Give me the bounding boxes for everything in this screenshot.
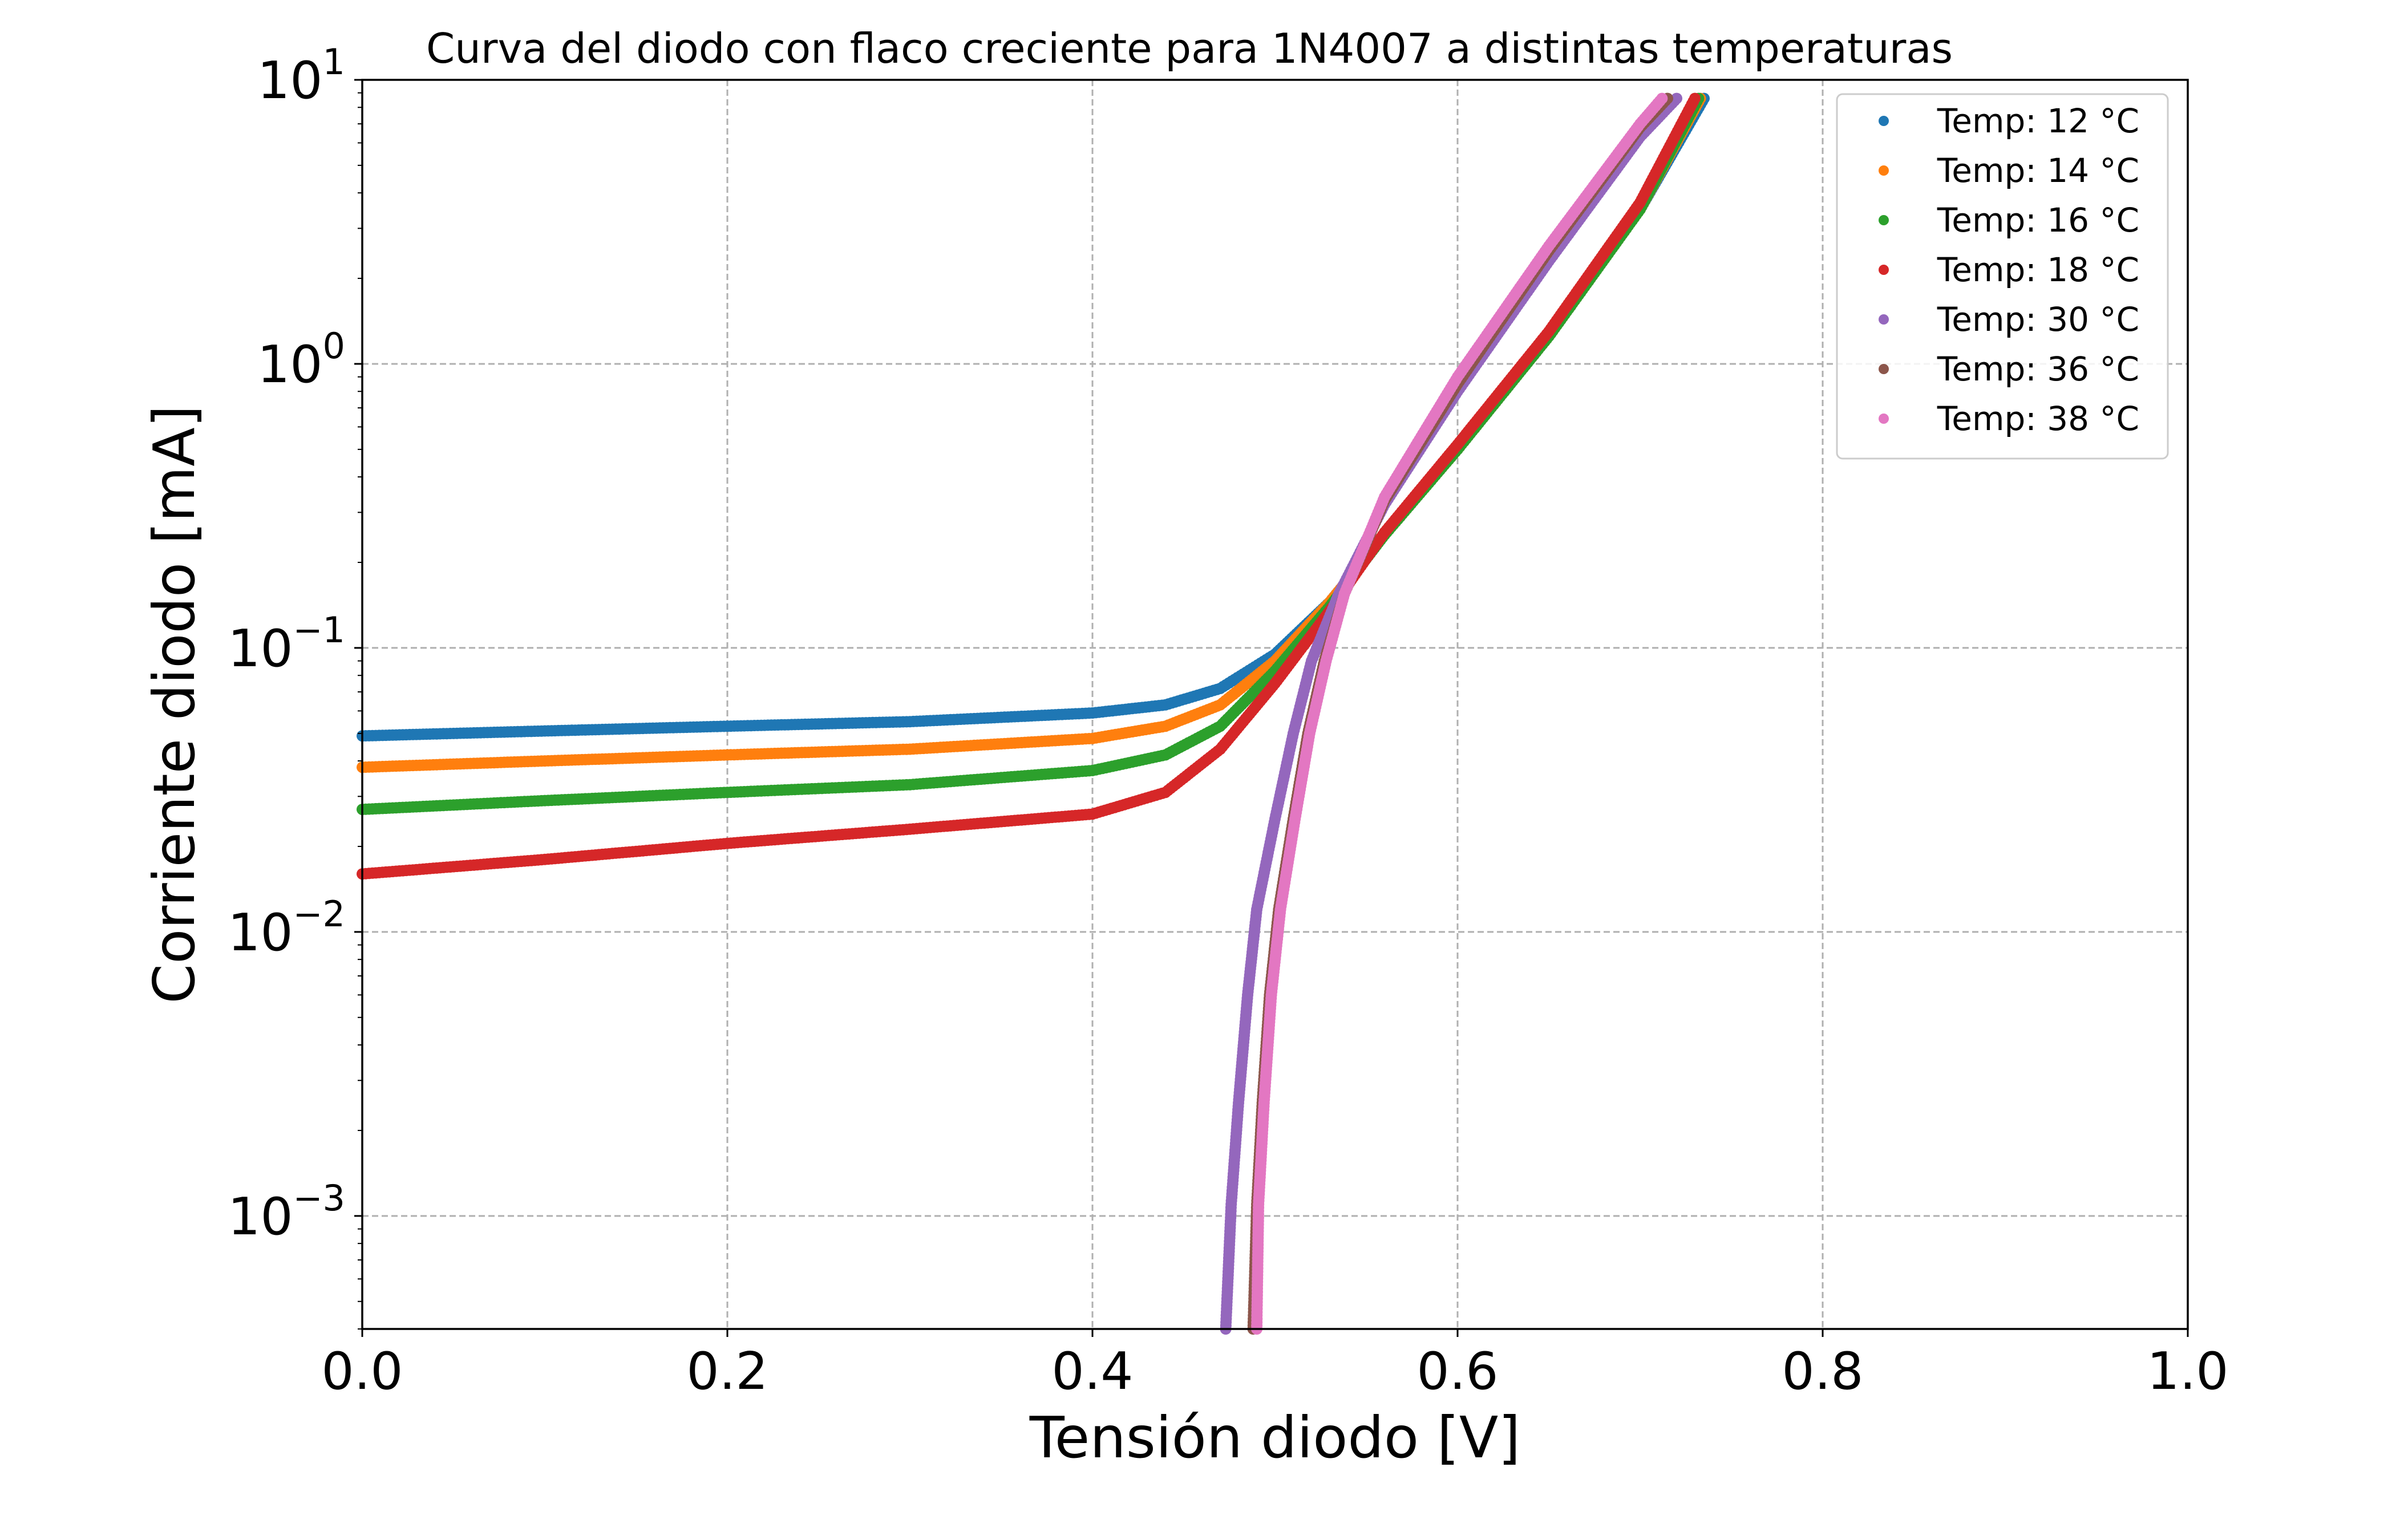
series-16c xyxy=(357,92,1705,816)
legend-marker xyxy=(1879,116,1889,126)
series-14c xyxy=(357,92,1706,773)
data-point xyxy=(1656,92,1668,104)
axis-ticks: 0.0 0.2 0.4 0.6 0.8 1.0 101 100 10−1 10−2 10−3 xyxy=(228,41,2229,1401)
legend-box xyxy=(1836,93,2169,460)
x-tick-label: 0.8 xyxy=(1782,1342,1863,1401)
y-axis-label: Corriente diodo [mA] xyxy=(141,405,208,1003)
series-18c xyxy=(357,92,1701,880)
y-tick-label: 10−1 xyxy=(228,609,345,679)
legend-marker xyxy=(1879,165,1889,176)
legend-label: Temp: 38 °C xyxy=(1937,399,2139,438)
chart-title: Curva del diodo con flaco creciente para… xyxy=(426,25,1953,72)
plot-frame xyxy=(361,79,2189,1330)
series-38c xyxy=(1251,92,1668,1335)
legend-marker xyxy=(1879,215,1889,225)
legend-label: Temp: 36 °C xyxy=(1937,350,2139,388)
data-point xyxy=(1689,92,1701,104)
legend-marker xyxy=(1879,414,1889,424)
legend-marker xyxy=(1879,364,1889,374)
x-tick-label: 0.4 xyxy=(1051,1342,1133,1401)
legend-label: Temp: 30 °C xyxy=(1937,300,2139,339)
x-tick-label: 0.0 xyxy=(321,1342,403,1401)
legend-marker xyxy=(1879,314,1889,325)
y-tick-label: 10−2 xyxy=(228,893,345,963)
legend-marker xyxy=(1879,265,1889,275)
x-axis-label: Tensión diodo [V] xyxy=(1029,1404,1521,1471)
series-30c xyxy=(1220,92,1682,1335)
legend-label: Temp: 18 °C xyxy=(1937,250,2139,289)
y-tick-label: 101 xyxy=(257,41,345,111)
data-point xyxy=(1671,92,1682,104)
y-tick-label: 100 xyxy=(257,325,345,395)
x-tick-label: 0.6 xyxy=(1416,1342,1498,1401)
legend-label: Temp: 16 °C xyxy=(1937,201,2139,240)
y-tick-label: 10−3 xyxy=(228,1177,345,1247)
legend: Temp: 12 °C Temp: 14 °C Temp: 16 °C Temp: 1… xyxy=(1836,93,2169,460)
legend-label: Temp: 12 °C xyxy=(1937,102,2139,140)
series-12c xyxy=(357,92,1710,742)
x-tick-label: 1.0 xyxy=(2147,1342,2228,1401)
plot-area xyxy=(357,92,1710,1335)
legend-label: Temp: 14 °C xyxy=(1937,151,2139,190)
x-tick-label: 0.2 xyxy=(686,1342,768,1401)
